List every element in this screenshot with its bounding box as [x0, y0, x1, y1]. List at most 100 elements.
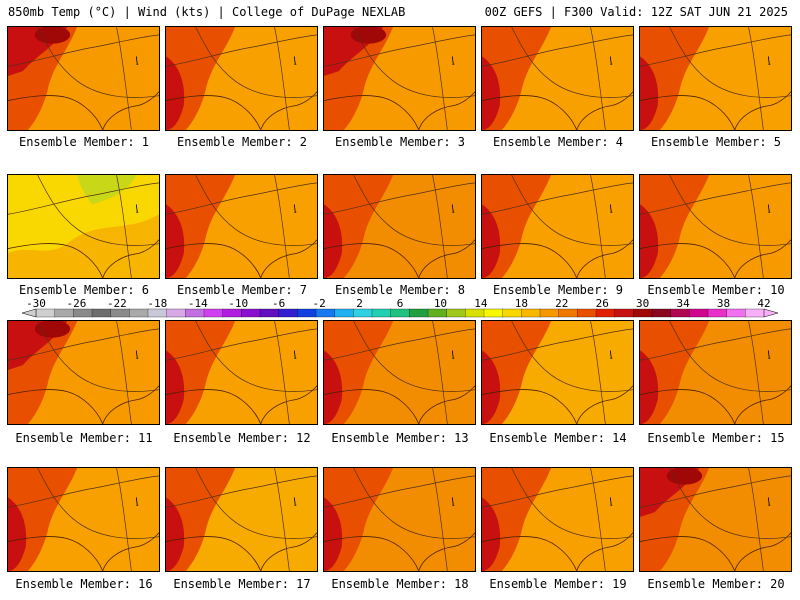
cool-region — [8, 175, 159, 254]
gulf-coastline — [482, 95, 578, 130]
colorbar-segment — [334, 308, 354, 318]
colorbar-tick-label: 2 — [356, 297, 363, 310]
wind-barb — [609, 350, 613, 359]
colorbar-segment — [521, 308, 541, 318]
colorbar-segment — [222, 308, 242, 318]
colorbar-segment — [502, 308, 522, 318]
isoline — [482, 182, 633, 215]
colorbar-tick-label: 26 — [596, 297, 609, 310]
colorbar-segment — [707, 308, 728, 318]
colorbar-segment — [465, 308, 485, 318]
colorbar-tick-label: -26 — [67, 297, 87, 310]
map-panel — [481, 467, 634, 572]
cool-core — [77, 175, 137, 205]
colorbar-tick-label: 22 — [555, 297, 568, 310]
gulf-coastline — [324, 389, 420, 424]
colorbar-segment — [129, 308, 149, 318]
run-valid-time: 00Z GEFS | F300 Valid: 12Z SAT JUN 21 20… — [484, 5, 788, 19]
colorbar-tick-label: 14 — [474, 297, 488, 310]
gulf-coastline — [260, 532, 317, 571]
colorbar-high-arrow — [763, 308, 779, 318]
isoline — [324, 328, 475, 361]
gulf-coastline — [8, 95, 104, 130]
colorbar-tick-label: -14 — [188, 297, 208, 310]
member-label: Ensemble Member: 19 — [489, 577, 627, 591]
isoline — [748, 321, 764, 424]
colorbar-segment — [54, 308, 74, 318]
map-panel — [481, 26, 634, 131]
gulf-coastline — [8, 536, 104, 571]
isoline — [748, 175, 764, 278]
isoline — [511, 27, 633, 98]
colorbar-segment — [73, 308, 93, 318]
gulf-coastline — [640, 95, 736, 130]
isoline — [274, 468, 290, 571]
wind-barb — [135, 350, 139, 359]
gulf-coastline — [418, 532, 475, 571]
map-panel — [481, 174, 634, 279]
member-label: Ensemble Member: 7 — [176, 283, 308, 297]
colorbar-tick-label: -10 — [228, 297, 248, 310]
isoline — [640, 182, 791, 215]
gulf-coastline — [102, 91, 159, 130]
isoline — [353, 175, 475, 246]
wind-barb — [609, 56, 613, 65]
isoline — [511, 175, 633, 246]
wind-barb — [451, 350, 455, 359]
colorbar-tick-label: 10 — [434, 297, 447, 310]
gulf-coastline — [734, 532, 791, 571]
isoline — [274, 27, 290, 130]
wind-barb — [135, 204, 139, 213]
member-label: Ensemble Member: 14 — [489, 431, 627, 445]
colorbar-tick-label: 6 — [397, 297, 404, 310]
hot-core — [640, 350, 659, 424]
colorbar-segment — [651, 308, 672, 318]
isoline — [324, 34, 475, 67]
colorbar-segment — [315, 308, 336, 318]
colorbar-segment — [390, 308, 410, 318]
isoline — [116, 321, 132, 424]
colorbar-segment — [353, 308, 373, 318]
colorbar-segment — [614, 308, 634, 318]
gulf-coastline — [260, 239, 317, 278]
map-panel — [7, 174, 160, 279]
colorbar-tick-label: 38 — [717, 297, 730, 310]
isoline — [195, 468, 317, 539]
colorbar-tick-label: -22 — [107, 297, 127, 310]
isoline — [116, 27, 132, 130]
hot-core — [324, 204, 343, 278]
wind-barb — [767, 350, 771, 359]
gulf-coastline — [482, 536, 578, 571]
temperature-colorbar: -30 -26 -22 -18 -14 -10 -6 -2 2 6 10 14 18 22 26 30 34 38… — [21, 297, 779, 318]
gulf-coastline — [576, 385, 633, 424]
isoline — [640, 34, 791, 67]
isoline — [590, 468, 606, 571]
map-panel — [7, 320, 160, 425]
isoline — [748, 27, 764, 130]
member-label: Ensemble Member: 16 — [15, 577, 153, 591]
colorbar-segment — [670, 308, 690, 318]
colorbar-segment — [297, 308, 317, 318]
hot-core — [350, 27, 387, 44]
map-title: 850mb Temp (°C) | Wind (kts) | College o… — [8, 5, 406, 19]
gulf-coastline — [734, 385, 791, 424]
isoline — [8, 34, 159, 67]
colorbar-tick-label: -6 — [272, 297, 285, 310]
isoline — [353, 27, 475, 98]
hot-core — [640, 56, 659, 130]
gulf-coastline — [640, 389, 736, 424]
map-panel — [639, 467, 792, 572]
isoline — [432, 27, 448, 130]
gulf-coastline — [260, 91, 317, 130]
gulf-coastline — [102, 532, 159, 571]
member-label: Ensemble Member: 1 — [18, 135, 150, 149]
member-label: Ensemble Member: 5 — [650, 135, 782, 149]
isoline — [195, 175, 317, 246]
isoline — [8, 328, 159, 361]
colorbar-tick-label: -2 — [312, 297, 325, 310]
member-label: Ensemble Member: 17 — [173, 577, 311, 591]
map-panel — [323, 320, 476, 425]
isoline — [166, 328, 317, 361]
isoline — [37, 321, 159, 392]
colorbar-segment — [147, 308, 168, 318]
